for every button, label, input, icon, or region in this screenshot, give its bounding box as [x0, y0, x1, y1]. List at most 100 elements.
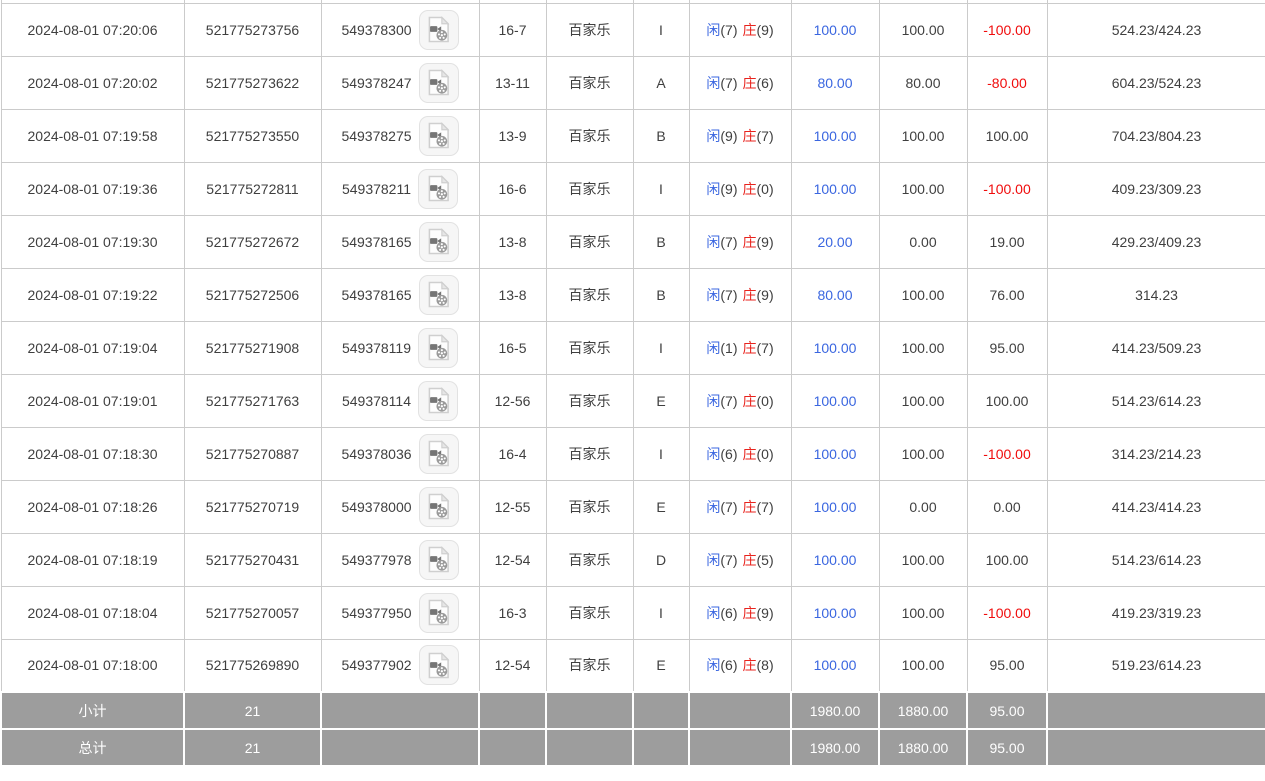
banker-label: 庄: [742, 604, 757, 621]
bet-amount-link[interactable]: 100.00: [813, 339, 857, 356]
bet-id: 521775272506: [183, 267, 322, 322]
round-id: 549378247: [341, 74, 412, 91]
result-letter: E: [632, 638, 690, 693]
bet-amount-link[interactable]: 100.00: [813, 180, 857, 197]
valid-amount: 0.00: [878, 214, 968, 269]
player-score: (7): [720, 74, 738, 91]
banker-score: (7): [756, 498, 774, 515]
video-replay-button[interactable]: [418, 380, 459, 421]
round-id: 549378275: [341, 127, 412, 144]
banker-label: 庄: [742, 551, 757, 568]
game-type: 百家乐: [545, 479, 634, 534]
total-label: 总计: [0, 728, 185, 767]
video-replay-button[interactable]: [418, 539, 459, 580]
round-cell: 549378211: [320, 161, 480, 216]
video-replay-button[interactable]: [418, 9, 459, 50]
valid-amount: 100.00: [878, 320, 968, 375]
round-id: 549378119: [341, 339, 412, 356]
video-replay-button[interactable]: [418, 645, 459, 686]
valid-amount: 100.00: [878, 108, 968, 163]
banker-score: (7): [756, 339, 774, 356]
round-id: 549378000: [341, 498, 412, 515]
result-letter: I: [632, 585, 690, 640]
player-score: (7): [720, 551, 738, 568]
bet-amount-link[interactable]: 100.00: [813, 127, 857, 144]
round-id: 549377902: [341, 657, 412, 674]
balance: 414.23/509.23: [1046, 320, 1265, 375]
result-cell: 闲(7) 庄(9): [688, 214, 792, 269]
result-letter: B: [632, 108, 690, 163]
table-row: 2024-08-01 07:18:26 521775270719 5493780…: [0, 479, 1265, 534]
round-cell: 549378165: [320, 214, 480, 269]
player-label: 闲: [706, 604, 721, 621]
banker-label: 庄: [742, 180, 757, 197]
balance: 414.23/414.23: [1046, 479, 1265, 534]
video-replay-button[interactable]: [418, 327, 459, 368]
bet-amount-link[interactable]: 100.00: [813, 21, 857, 38]
bet-amount-link[interactable]: 100.00: [813, 498, 857, 515]
video-file-icon: [428, 122, 450, 149]
win-loss: 95.00: [966, 638, 1048, 693]
player-score: (7): [720, 21, 738, 38]
bet-amount-link[interactable]: 100.00: [813, 551, 857, 568]
banker-label: 庄: [742, 445, 757, 462]
table-round: 12-54: [478, 638, 547, 693]
balance: 314.23: [1046, 267, 1265, 322]
video-replay-button[interactable]: [418, 221, 459, 262]
round-cell: 549378036: [320, 426, 480, 481]
video-replay-button[interactable]: [418, 168, 459, 209]
bet-amount-link[interactable]: 100.00: [813, 445, 857, 462]
video-replay-button[interactable]: [418, 274, 459, 315]
video-file-icon: [428, 334, 449, 361]
bet-amount-link[interactable]: 100.00: [813, 657, 857, 674]
result-cell: 闲(9) 庄(0): [688, 161, 792, 216]
win-loss: 95.00: [966, 320, 1048, 375]
valid-amount: 100.00: [878, 373, 968, 428]
table-row: 2024-08-01 07:18:04 521775270057 5493779…: [0, 585, 1265, 640]
round-cell: 549378275: [320, 108, 480, 163]
game-type: 百家乐: [545, 320, 634, 375]
game-type: 百家乐: [545, 161, 634, 216]
valid-amount: 80.00: [878, 55, 968, 110]
result-cell: 闲(6) 庄(8): [688, 638, 792, 693]
bet-amount-cell: 100.00: [790, 585, 880, 640]
bet-id: 521775270431: [183, 532, 322, 587]
video-file-icon: [428, 440, 450, 467]
bet-time: 2024-08-01 07:18:26: [0, 479, 185, 534]
round-cell: 549377902: [320, 638, 480, 693]
subtotal-bet: 1980.00: [790, 691, 880, 730]
table-row: 2024-08-01 07:19:30 521775272672 5493781…: [0, 214, 1265, 269]
balance: 419.23/319.23: [1046, 585, 1265, 640]
total-count: 21: [183, 728, 322, 767]
player-label: 闲: [706, 21, 721, 38]
banker-score: (9): [756, 21, 774, 38]
table-round: 12-55: [478, 479, 547, 534]
bet-amount-cell: 100.00: [790, 2, 880, 57]
banker-label: 庄: [742, 286, 757, 303]
bet-amount-link[interactable]: 80.00: [817, 286, 853, 303]
banker-score: (0): [756, 392, 774, 409]
player-label: 闲: [706, 286, 721, 303]
round-id: 549378114: [341, 392, 412, 409]
round-cell: 549378000: [320, 479, 480, 534]
bet-time: 2024-08-01 07:19:01: [0, 373, 185, 428]
video-replay-button[interactable]: [418, 433, 459, 474]
result-cell: 闲(7) 庄(9): [688, 267, 792, 322]
bet-id: 521775273756: [183, 2, 322, 57]
bet-amount-link[interactable]: 100.00: [813, 604, 857, 621]
table-round: 16-5: [478, 320, 547, 375]
player-score: (7): [720, 392, 738, 409]
round-id: 549378165: [341, 286, 412, 303]
balance: 514.23/614.23: [1046, 532, 1265, 587]
video-replay-button[interactable]: [418, 486, 459, 527]
bet-time: 2024-08-01 07:18:30: [0, 426, 185, 481]
bet-amount-link[interactable]: 100.00: [813, 392, 857, 409]
video-replay-button[interactable]: [418, 592, 459, 633]
banker-score: (8): [756, 657, 774, 674]
bet-amount-link[interactable]: 80.00: [817, 74, 853, 91]
bet-amount-link[interactable]: 20.00: [817, 233, 853, 250]
bet-id: 521775270057: [183, 585, 322, 640]
banker-score: (7): [756, 127, 774, 144]
video-replay-button[interactable]: [418, 115, 459, 156]
video-replay-button[interactable]: [418, 62, 459, 103]
